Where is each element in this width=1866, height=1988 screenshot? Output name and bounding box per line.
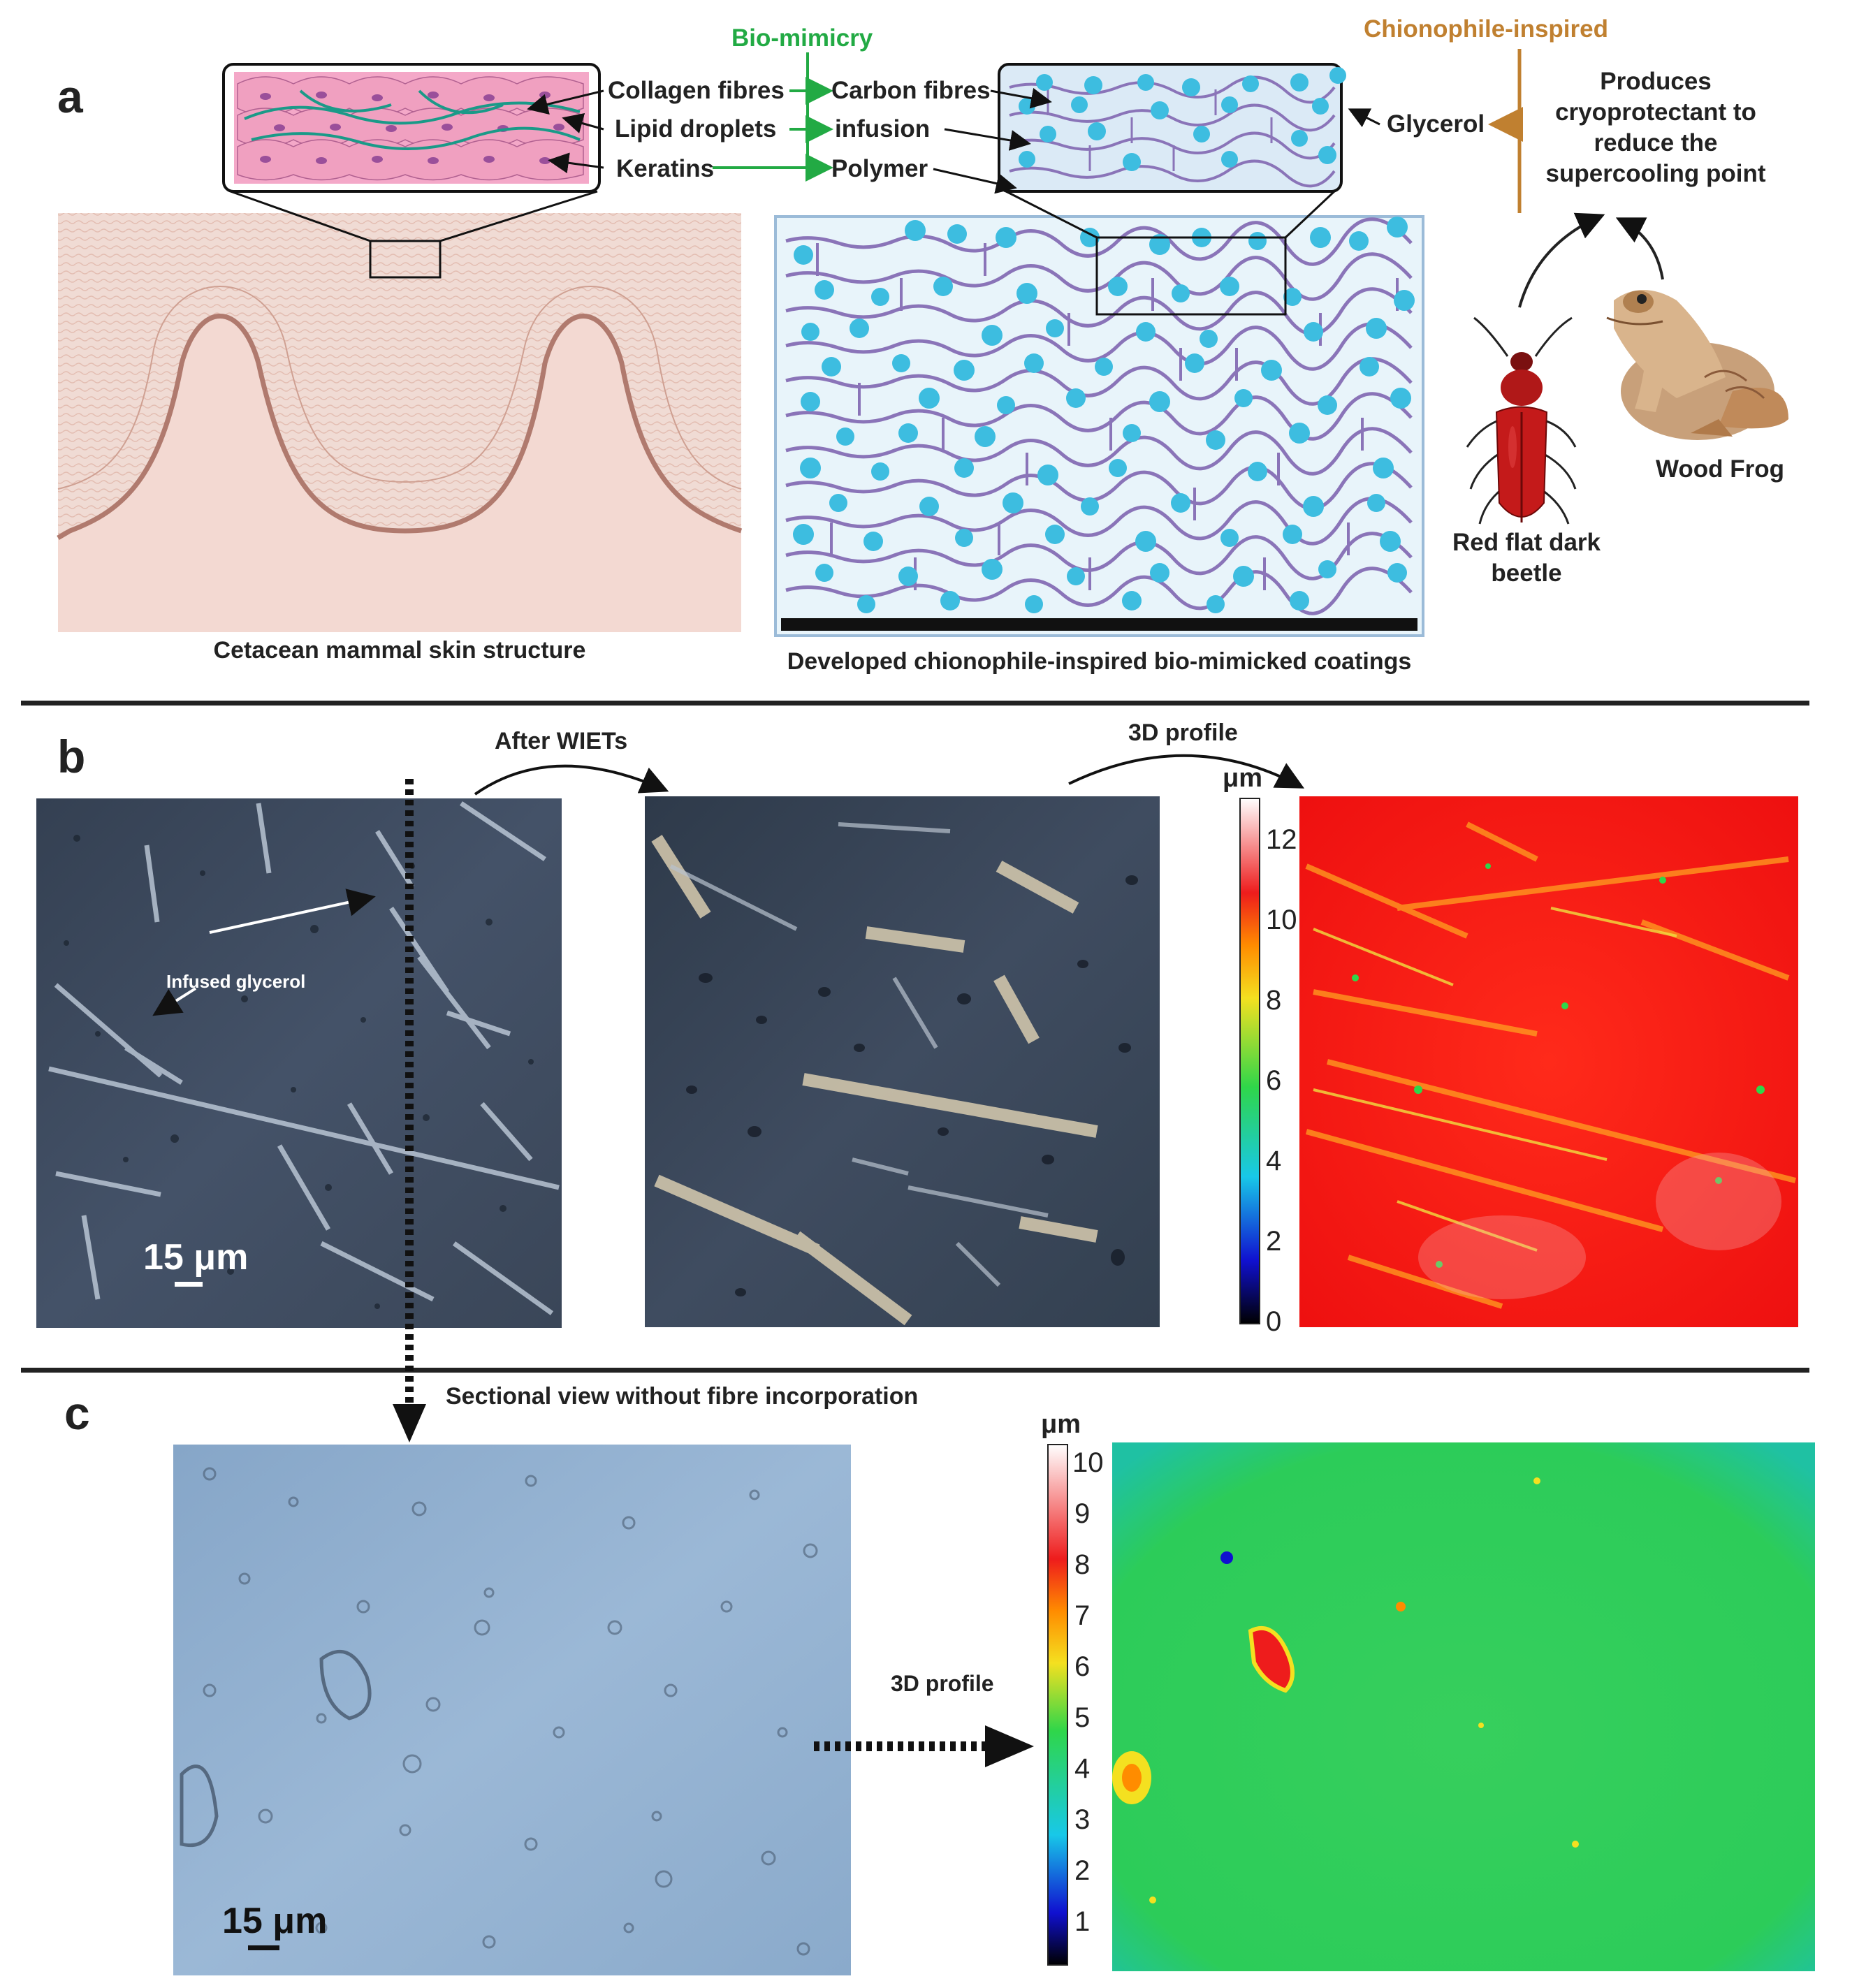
cryo-line-1: Produces bbox=[1600, 68, 1712, 95]
colorbar-c-tick-6: 6 bbox=[1074, 1651, 1091, 1682]
bio-mimicry-title: Bio-mimicry bbox=[731, 24, 873, 52]
scale-bar-c: 15 μm bbox=[222, 1901, 328, 1941]
label-carbon-fibres: Carbon fibres bbox=[831, 77, 991, 104]
divider-ab bbox=[21, 701, 1809, 706]
height-map-b bbox=[1299, 796, 1798, 1327]
colorbar-c-tick-7: 7 bbox=[1074, 1600, 1091, 1631]
beetle-label-line-1: Red flat dark bbox=[1452, 529, 1601, 556]
3d-profile-arrow-b bbox=[1068, 754, 1305, 789]
colorbar-b-tick-4: 4 bbox=[1266, 1146, 1282, 1176]
colorbar-c-tick-5: 5 bbox=[1074, 1702, 1091, 1733]
label-glycerol: Glycerol bbox=[1387, 110, 1485, 138]
colorbar-c-tick-4: 4 bbox=[1074, 1753, 1091, 1784]
skin-caption: Cetacean mammal skin structure bbox=[213, 637, 586, 664]
colorbar-c-tick-1: 1 bbox=[1074, 1906, 1091, 1937]
sectional-view-label: Sectional view without fibre incorporati… bbox=[446, 1383, 919, 1410]
cryo-line-2: cryoprotectant to bbox=[1555, 98, 1756, 126]
panel-letter-a: a bbox=[57, 71, 83, 122]
colorbar-b bbox=[1239, 798, 1260, 1324]
colorbar-b-tick-2: 2 bbox=[1266, 1226, 1282, 1257]
colorbar-b-tick-0: 0 bbox=[1266, 1306, 1282, 1337]
cryo-line-3: reduce the bbox=[1594, 129, 1718, 156]
colorbar-b-tick-10: 10 bbox=[1266, 905, 1297, 935]
chionophile-inspired-title: Chionophile-inspired bbox=[1364, 15, 1608, 43]
label-lipid-droplets: Lipid droplets bbox=[615, 115, 777, 142]
colorbar-c bbox=[1047, 1444, 1068, 1966]
divider-bc bbox=[21, 1368, 1809, 1373]
beetle-illustration bbox=[1466, 316, 1577, 525]
coating-zoom-box bbox=[998, 63, 1346, 239]
height-map-c bbox=[1112, 1442, 1815, 1971]
skin-structure-illustration bbox=[57, 213, 743, 632]
frog-label: Wood Frog bbox=[1656, 455, 1785, 483]
colorbar-c-tick-2: 2 bbox=[1074, 1855, 1091, 1886]
panel-a-arrows bbox=[527, 49, 1664, 308]
panel-letter-b: b bbox=[57, 731, 86, 782]
after-wiets-label: After WIETs bbox=[495, 728, 628, 754]
colorbar-c-unit: μm bbox=[1041, 1410, 1081, 1439]
colorbar-b-tick-8: 8 bbox=[1266, 985, 1282, 1016]
beetle-label: Red flat dark beetle bbox=[1436, 527, 1617, 589]
infused-glycerol-label: Infused glycerol bbox=[166, 971, 306, 992]
label-collagen-fibres: Collagen fibres bbox=[608, 77, 785, 104]
label-keratins: Keratins bbox=[616, 155, 715, 182]
3d-profile-label-b: 3D profile bbox=[1128, 719, 1238, 746]
3d-profile-label-c: 3D profile bbox=[891, 1671, 994, 1696]
colorbar-b-tick-12: 12 bbox=[1266, 824, 1297, 855]
micrograph-glycerol-infused bbox=[36, 798, 562, 1328]
cryo-line-4: supercooling point bbox=[1545, 160, 1766, 187]
frog-illustration bbox=[1606, 290, 1788, 440]
colorbar-b-tick-6: 6 bbox=[1266, 1065, 1282, 1096]
colorbar-c-tick-8: 8 bbox=[1074, 1549, 1091, 1580]
label-polymer: Polymer bbox=[831, 155, 928, 182]
cryoprotectant-text: Produces cryoprotectant to reduce the su… bbox=[1537, 66, 1774, 189]
colorbar-c-tick-3: 3 bbox=[1074, 1804, 1091, 1835]
label-infusion: infusion bbox=[835, 115, 931, 142]
colorbar-b-unit: μm bbox=[1223, 763, 1263, 793]
after-wiets-arrow bbox=[474, 764, 669, 796]
panel-letter-c: c bbox=[64, 1387, 90, 1439]
coating-illustration bbox=[774, 215, 1424, 637]
scale-bar-b: 15 μm bbox=[143, 1237, 249, 1278]
colorbar-c-tick-10: 10 bbox=[1072, 1447, 1104, 1478]
micrograph-after-wiets bbox=[645, 796, 1160, 1327]
skin-zoom-box bbox=[222, 63, 601, 242]
coating-caption: Developed chionophile-inspired bio-mimic… bbox=[787, 648, 1412, 675]
colorbar-c-tick-9: 9 bbox=[1074, 1498, 1091, 1529]
micrograph-sectional-view bbox=[173, 1445, 851, 1975]
beetle-label-line-2: beetle bbox=[1491, 560, 1562, 587]
